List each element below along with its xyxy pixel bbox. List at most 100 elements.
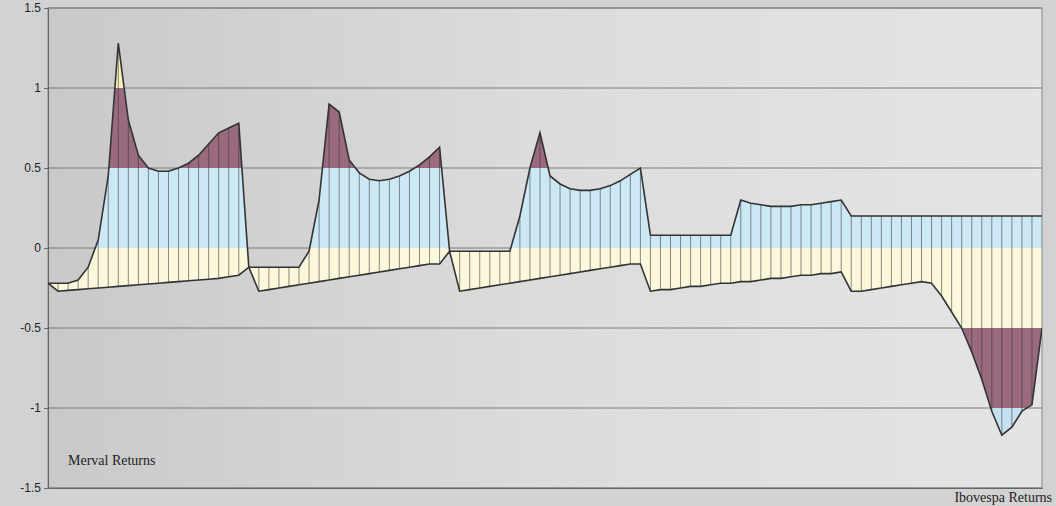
hatch-line — [268, 267, 269, 289]
hatch-line — [108, 176, 109, 287]
hatch-line — [509, 251, 510, 283]
grid — [48, 8, 1042, 488]
hatch-line — [770, 206, 771, 278]
hatch-line — [419, 165, 420, 266]
grid-line — [48, 488, 1042, 489]
hatch-line — [740, 200, 741, 282]
hatch-line — [349, 160, 350, 277]
hatch-line — [670, 235, 671, 289]
grid-line — [48, 88, 1042, 89]
hatch-line — [720, 235, 721, 283]
hatch-line — [760, 205, 761, 280]
hatch-line — [710, 235, 711, 285]
hatch-line — [329, 104, 330, 280]
hatch-line — [780, 206, 781, 278]
tick-label: 1.5 — [24, 1, 41, 15]
hatch-line — [128, 120, 129, 286]
hatch-line — [489, 251, 490, 286]
tick: 0.5 — [24, 161, 48, 175]
hatch-line — [961, 216, 962, 328]
tick-mark — [44, 168, 48, 169]
plot-background — [48, 8, 1042, 488]
chart: -1.5-1-0.500.511.5Merval ReturnsIbovespa… — [0, 0, 1056, 506]
hatch-line — [158, 171, 159, 283]
hatch-line — [299, 267, 300, 285]
tick-label: 0 — [34, 241, 41, 255]
hatch-line — [68, 283, 69, 290]
hatch-line — [821, 203, 822, 273]
area-band — [48, 248, 1042, 328]
hatch-line — [78, 280, 79, 290]
y-axis-title: Merval Returns — [68, 453, 155, 468]
hatch-line — [98, 240, 99, 288]
series-line — [48, 251, 1042, 435]
grid-line — [48, 408, 1042, 409]
tick-mark — [44, 408, 48, 409]
tick-mark — [44, 328, 48, 329]
hatch-line — [660, 235, 661, 289]
hatch-line — [389, 179, 390, 270]
hatch-line — [951, 216, 952, 312]
hatch-line — [991, 216, 992, 411]
tick-mark — [44, 88, 48, 89]
hatch-lines — [48, 43, 1042, 435]
hatch-line — [409, 171, 410, 267]
hatch-line — [188, 163, 189, 281]
hatch-line — [620, 181, 621, 266]
hatch-line — [921, 216, 922, 282]
hatch-line — [148, 168, 149, 284]
hatch-line — [881, 216, 882, 288]
tick-mark — [44, 248, 48, 249]
series-line — [48, 43, 1042, 283]
hatch-line — [218, 133, 219, 279]
hatch-line — [640, 168, 641, 264]
hatch-line — [178, 168, 179, 282]
hatch-line — [138, 155, 139, 285]
tick-mark — [44, 488, 48, 489]
hatch-line — [1042, 216, 1043, 328]
y-axis-line — [48, 9, 49, 489]
hatch-line — [861, 216, 862, 291]
hatch-line — [459, 251, 460, 291]
hatch-line — [901, 216, 902, 285]
tick-label: -0.5 — [20, 321, 41, 335]
area-band — [48, 168, 1042, 248]
hatch-line — [1031, 216, 1032, 405]
area-band — [48, 43, 1042, 88]
hatch-line — [831, 202, 832, 274]
hatch-line — [891, 216, 892, 286]
hatch-line — [750, 203, 751, 281]
hatch-line — [911, 216, 912, 283]
tick: -0.5 — [20, 321, 48, 335]
y-axis: -1.5-1-0.500.511.5 — [20, 1, 48, 495]
hatch-line — [690, 235, 691, 286]
hatch-line — [971, 216, 972, 352]
hatch-line — [198, 155, 199, 280]
x-axis — [49, 488, 1043, 489]
hatch-line — [841, 200, 842, 272]
hatch-line — [258, 267, 259, 291]
tick: -1.5 — [20, 481, 48, 495]
hatch-line — [539, 133, 540, 279]
tick-label: 1 — [34, 81, 41, 95]
hatch-line — [801, 205, 802, 275]
hatch-line — [309, 251, 310, 283]
grid-line — [48, 328, 1042, 329]
hatch-line — [871, 216, 872, 290]
hatch-line — [319, 200, 320, 282]
hatch-line — [439, 147, 440, 264]
hatch-line — [931, 216, 932, 283]
hatch-line — [600, 189, 601, 269]
x-axis-line — [49, 488, 1043, 489]
hatch-line — [1021, 216, 1022, 411]
x-axis-title: Ibovespa Returns — [954, 490, 1052, 505]
hatch-line — [429, 157, 430, 264]
tick: 1 — [34, 81, 48, 95]
hatch-line — [278, 267, 279, 288]
area-band — [48, 328, 1042, 408]
hatch-line — [630, 174, 631, 264]
area-band — [48, 88, 1042, 168]
hatch-line — [811, 205, 812, 275]
hatch-line — [228, 128, 229, 277]
hatch-line — [168, 171, 169, 282]
